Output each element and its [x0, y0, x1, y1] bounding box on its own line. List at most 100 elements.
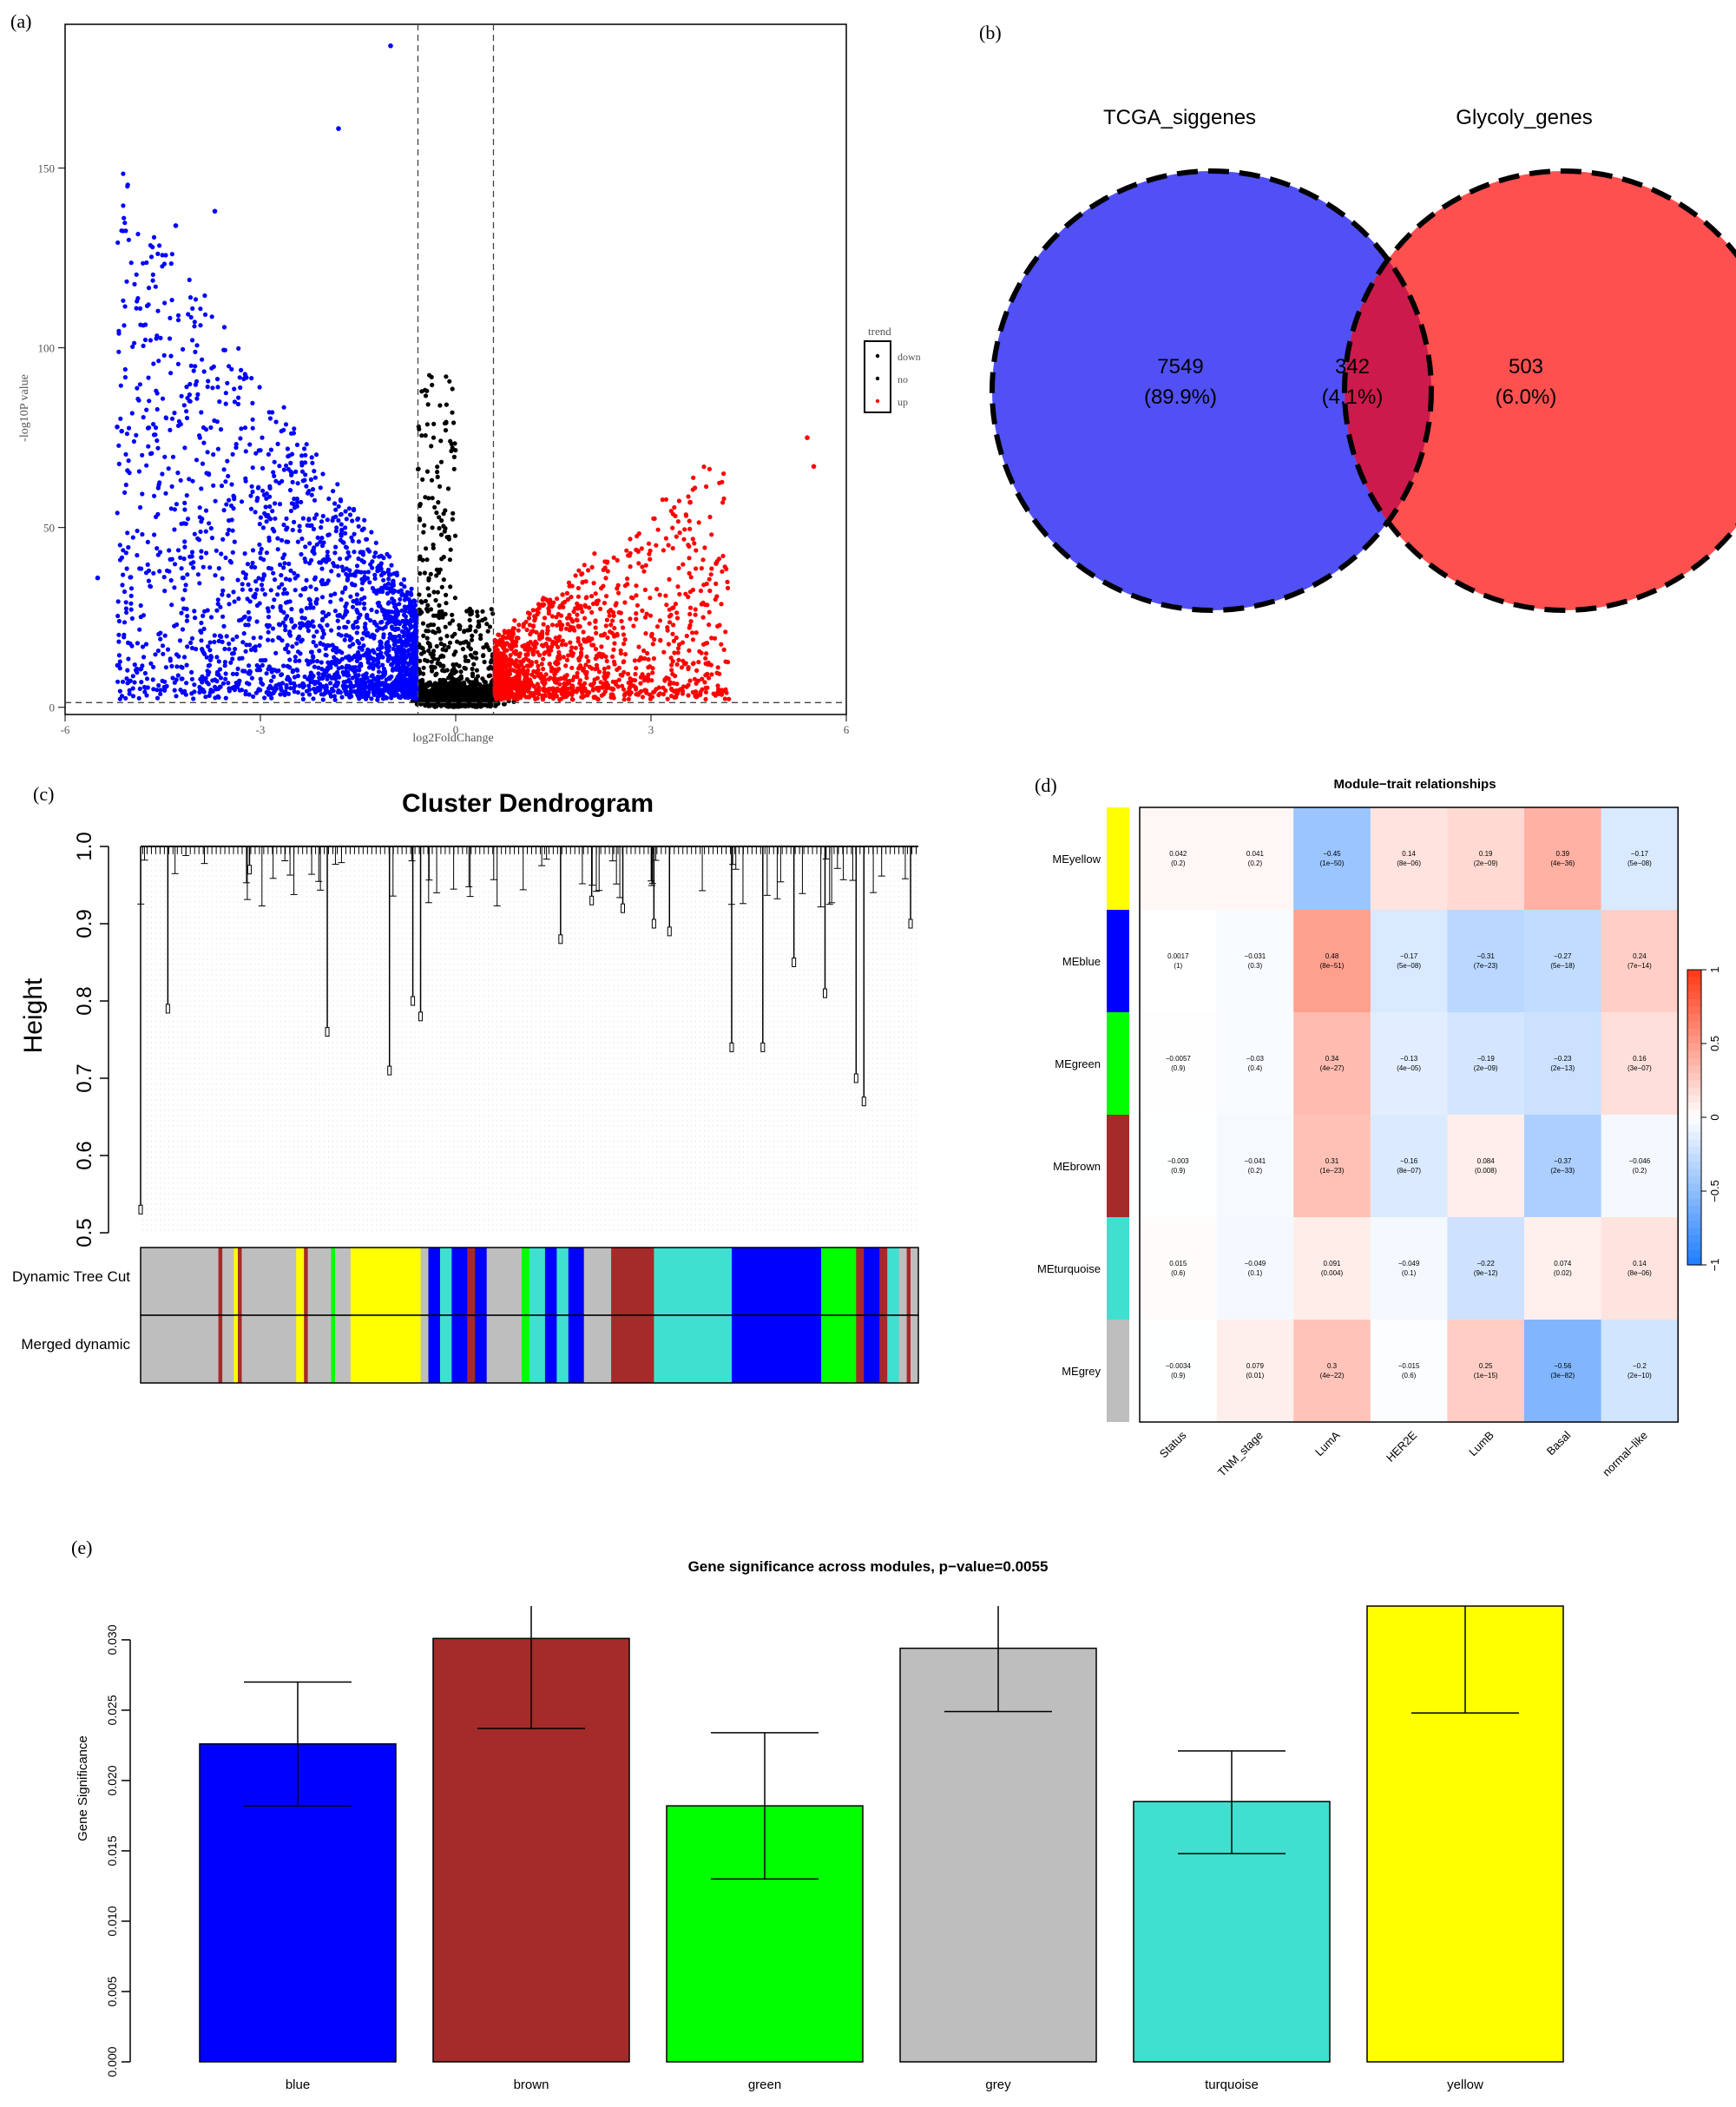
volcano-point-down — [231, 650, 236, 656]
volcano-point-up — [616, 665, 622, 671]
volcano-point-down — [266, 690, 272, 695]
volcano-point-down — [229, 482, 234, 487]
volcano-point-no — [457, 675, 463, 681]
volcano-point-down — [320, 471, 326, 477]
volcano-point-up — [626, 696, 631, 701]
volcano-point-down — [333, 544, 339, 550]
volcano-point-down — [135, 528, 140, 534]
volcano-point-down — [355, 638, 360, 644]
volcano-point-down — [273, 501, 278, 506]
volcano-point-down — [144, 260, 149, 266]
volcano-point-down — [169, 252, 174, 257]
volcano-point-no — [472, 691, 477, 696]
volcano-point-down — [223, 555, 228, 561]
volcano-point-down — [201, 689, 207, 695]
volcano-point-down — [201, 369, 207, 374]
volcano-point-down — [281, 405, 286, 410]
volcano-point-down — [313, 587, 319, 592]
volcano-point-down — [242, 614, 247, 619]
volcano-point-up — [694, 668, 700, 674]
volcano-point-down — [121, 228, 126, 234]
volcano-point-down — [146, 302, 151, 307]
volcano-point-down — [239, 426, 244, 431]
volcano-point-down — [184, 409, 189, 414]
volcano-point-down — [287, 657, 293, 662]
volcano-point-up — [541, 622, 546, 627]
volcano-point-up — [677, 530, 682, 536]
volcano-point-down — [283, 646, 288, 652]
volcano-point-down — [238, 385, 243, 391]
volcano-point-down — [343, 509, 348, 514]
volcano-point-no — [443, 428, 449, 433]
volcano-point-down — [359, 694, 365, 699]
volcano-point-down — [128, 586, 135, 591]
volcano-point-down — [117, 543, 122, 548]
volcano-point-down — [116, 639, 122, 644]
volcano-point-down — [223, 671, 228, 676]
volcano-point-down — [156, 483, 161, 488]
volcano-point-down — [354, 619, 359, 624]
volcano-point-down — [237, 375, 242, 380]
volcano-point-down — [184, 493, 189, 498]
volcano-point-down — [372, 692, 377, 698]
volcano-point-up — [700, 557, 706, 563]
volcano-point-down — [232, 539, 237, 544]
volcano-point-no — [441, 577, 446, 583]
volcano-point-down — [122, 620, 128, 625]
volcano-point-down — [306, 596, 312, 602]
volcano-point-down — [157, 569, 162, 574]
volcano-point-down — [162, 633, 168, 638]
volcano-point-up — [655, 527, 661, 532]
volcano-point-down — [116, 632, 122, 637]
volcano-point-down — [223, 479, 228, 484]
volcano-point-down — [193, 349, 198, 354]
volcano-point-down — [189, 676, 194, 681]
volcano-point-down — [259, 546, 264, 552]
volcano-point-down — [121, 203, 126, 208]
volcano-point-down — [220, 588, 226, 594]
volcano-point-down — [271, 470, 276, 475]
volcano-point-down — [402, 604, 407, 609]
volcano-point-down — [141, 655, 147, 660]
volcano-point-down — [203, 508, 209, 513]
volcano-point-down — [356, 615, 361, 621]
volcano-point-no — [439, 653, 444, 658]
volcano-point-down — [193, 297, 199, 302]
volcano-point-down — [293, 469, 299, 475]
volcano-point-no — [446, 644, 451, 649]
volcano-point-down — [125, 640, 131, 646]
volcano-point-down — [116, 618, 122, 624]
volcano-point-down — [185, 614, 190, 619]
volcano-point-no — [490, 611, 496, 616]
volcano-point-no — [475, 613, 480, 619]
volcano-point-down — [263, 657, 268, 663]
volcano-point-down — [404, 688, 409, 694]
volcano-point-up — [532, 675, 537, 680]
volcano-point-no — [434, 567, 439, 572]
volcano-point-down — [272, 597, 277, 602]
volcano-point-down — [278, 692, 283, 697]
volcano-point-down — [116, 461, 122, 467]
volcano-point-up — [687, 648, 692, 654]
volcano-point-down — [307, 541, 312, 546]
volcano-point-no — [465, 692, 470, 697]
volcano-point-down — [139, 680, 144, 685]
volcano-point-up — [681, 537, 687, 542]
volcano-point-no — [420, 477, 425, 483]
volcano-point-down — [195, 572, 201, 577]
volcano-point-down — [218, 604, 223, 609]
volcano-point-down — [280, 620, 286, 625]
volcano-point-down — [152, 493, 157, 498]
volcano-point-down — [337, 659, 342, 664]
volcano-point-down — [261, 557, 266, 563]
volcano-point-down — [148, 338, 153, 343]
volcano-point-up — [546, 609, 552, 614]
volcano-point-up — [549, 622, 556, 628]
volcano-point-down — [181, 556, 187, 562]
volcano-point-down — [292, 426, 297, 431]
volcano-point-up — [556, 676, 562, 681]
volcano-point-down — [153, 652, 158, 657]
volcano-point-down — [174, 652, 180, 657]
volcano-point-up — [613, 602, 618, 608]
volcano-point-down — [356, 539, 361, 544]
